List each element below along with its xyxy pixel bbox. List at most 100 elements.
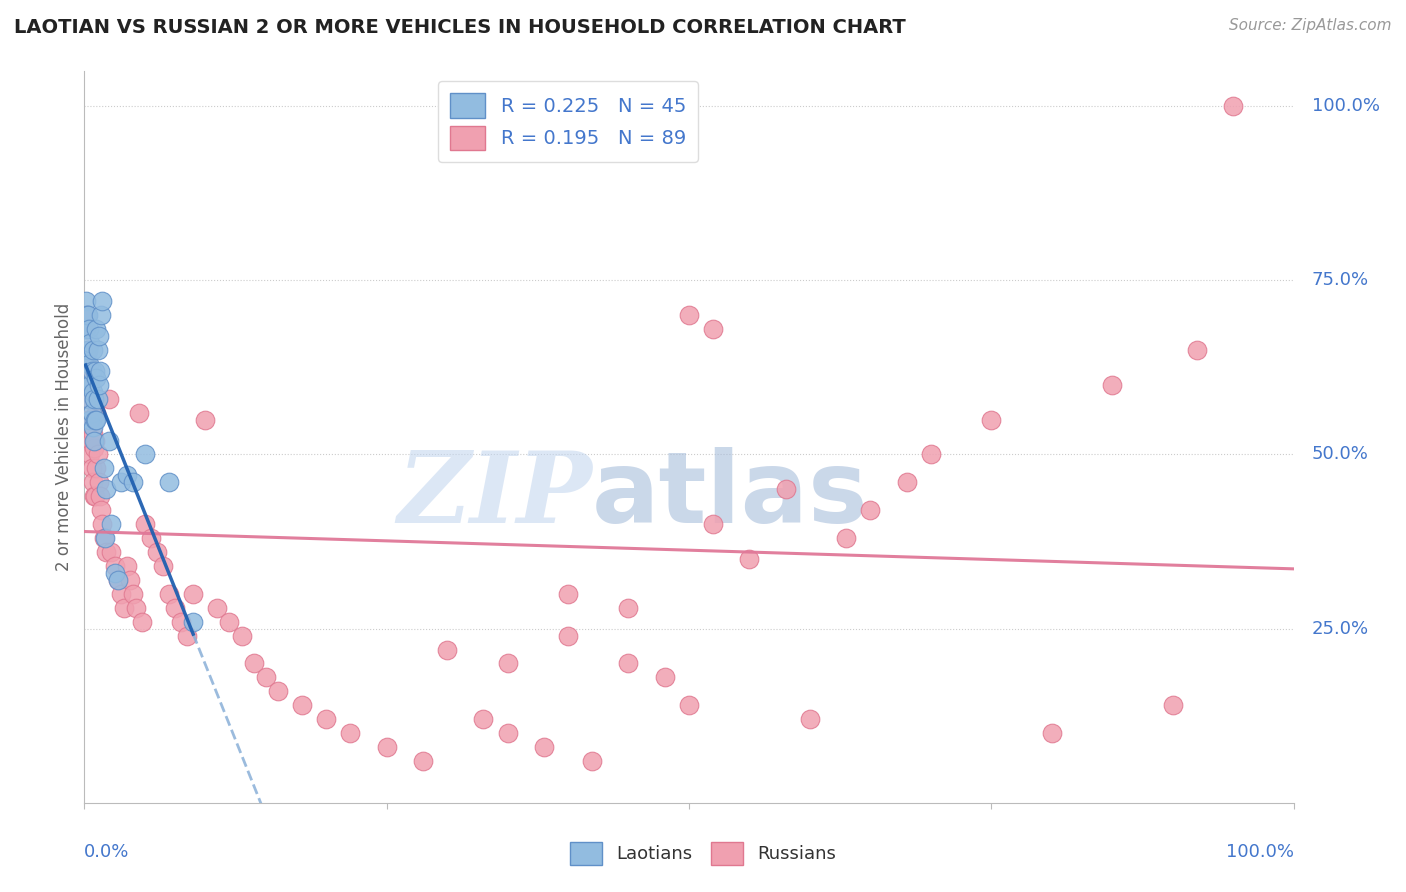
Point [80,406,103,420]
Point [89,364,111,378]
Point [77,308,100,322]
Point [77,357,100,371]
Text: 75.0%: 75.0% [1312,271,1369,289]
Legend: Laotians, Russians: Laotians, Russians [561,833,845,874]
Point [920,448,942,462]
Point [702,517,724,532]
Point [86,461,108,475]
Point [80,412,103,426]
Point [86,322,108,336]
Point [242,657,264,671]
Point [82,475,104,490]
Point [93,461,115,475]
Point [82,419,104,434]
Point [75,364,97,378]
Point [165,600,187,615]
Point [678,698,700,713]
Point [79,377,101,392]
Point [533,740,555,755]
Point [86,371,108,385]
Text: LAOTIAN VS RUSSIAN 2 OR MORE VEHICLES IN HOUSEHOLD CORRELATION CHART: LAOTIAN VS RUSSIAN 2 OR MORE VEHICLES IN… [14,18,905,37]
Point [207,600,229,615]
Point [86,343,108,357]
Point [1222,99,1244,113]
Text: Source: ZipAtlas.com: Source: ZipAtlas.com [1229,18,1392,33]
Point [77,377,100,392]
Point [678,308,700,322]
Text: 50.0%: 50.0% [1312,445,1368,464]
Point [339,726,361,740]
Point [77,322,100,336]
Point [134,448,156,462]
Point [617,600,640,615]
Text: 100.0%: 100.0% [1226,843,1294,861]
Point [107,573,129,587]
Point [89,489,111,503]
Point [112,600,135,615]
Point [702,322,724,336]
Point [436,642,458,657]
Point [654,670,676,684]
Point [80,364,103,378]
Point [896,475,918,490]
Point [121,475,143,490]
Point [496,726,519,740]
Point [218,615,240,629]
Point [76,308,98,322]
Point [581,754,603,768]
Point [557,587,579,601]
Point [84,364,107,378]
Point [799,712,821,726]
Point [94,531,117,545]
Point [77,392,100,406]
Point [134,517,156,532]
Point [76,350,98,364]
Text: 25.0%: 25.0% [1312,620,1369,638]
Text: atlas: atlas [592,447,869,544]
Point [104,558,127,573]
Point [835,531,858,545]
Point [76,357,98,371]
Point [76,412,98,426]
Point [90,308,112,322]
Text: 100.0%: 100.0% [1312,97,1379,115]
Point [110,475,132,490]
Point [557,629,579,643]
Point [79,336,101,351]
Point [93,531,115,545]
Point [120,573,142,587]
Point [77,377,100,392]
Point [110,587,132,601]
Point [231,629,253,643]
Point [121,587,143,601]
Point [79,392,101,406]
Point [131,615,153,629]
Point [77,343,100,357]
Point [84,434,107,448]
Point [82,343,104,357]
Point [75,322,97,336]
Point [115,468,138,483]
Point [75,322,97,336]
Point [77,392,100,406]
Point [181,615,204,629]
Point [77,343,100,357]
Point [181,587,204,601]
Point [82,384,104,399]
Point [859,503,882,517]
Point [84,489,107,503]
Point [90,503,112,517]
Point [412,754,434,768]
Text: ZIP: ZIP [398,448,592,544]
Point [267,684,290,698]
Point [152,558,174,573]
Y-axis label: 2 or more Vehicles in Household: 2 or more Vehicles in Household [55,303,73,571]
Point [77,434,100,448]
Point [97,434,120,448]
Point [375,740,398,755]
Point [83,489,105,503]
Point [79,448,101,462]
Point [86,406,108,420]
Point [176,629,198,643]
Point [91,294,114,309]
